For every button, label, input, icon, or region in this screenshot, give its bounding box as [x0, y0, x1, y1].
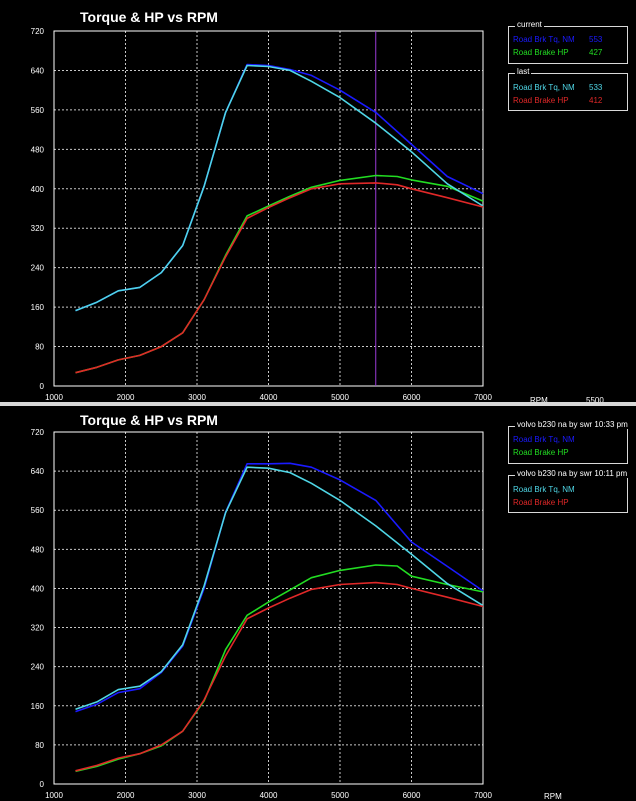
legend-entry-label: Road Brk Tq, NM	[513, 435, 575, 444]
legend-group-title: current	[515, 20, 544, 29]
y-tick-label: 720	[31, 27, 45, 36]
chart-title: Torque & HP vs RPM	[80, 412, 218, 428]
series-line	[75, 564, 484, 773]
y-tick-label: 640	[31, 467, 45, 476]
series-line	[75, 182, 484, 374]
x-tick-label: 7000	[474, 791, 492, 800]
series-line	[75, 581, 484, 772]
chart-bottom: Torque & HP vs RPM 0 80 160 240 320 400 480 560 6…	[31, 412, 493, 800]
legend-group-run-1033: volvo b230 na by swr 10:33 pm Road Brk T…	[508, 420, 630, 464]
legend-entry-value: 412	[589, 96, 603, 105]
legend-entry-label: Road Brk Tq, NM	[513, 83, 575, 92]
legend-entry-value: 553	[589, 35, 603, 44]
x-tick-label: 5000	[331, 791, 349, 800]
x-axis-label: RPM	[530, 396, 548, 405]
x-tick-label: 7000	[474, 393, 492, 402]
y-tick-label: 480	[31, 145, 45, 154]
cursor-rpm-readout: 5500	[586, 396, 604, 405]
plot-frame	[53, 30, 484, 387]
series-line	[75, 64, 484, 312]
legend-group-title: last	[515, 67, 532, 76]
y-tick-label: 0	[40, 382, 45, 391]
y-tick-label: 720	[31, 428, 45, 437]
legend-group-last: last Road Brk Tq, NM 533 Road Brake HP 4…	[508, 67, 628, 111]
plot-frame	[53, 431, 484, 785]
legend-group-current: current Road Brk Tq, NM 553 Road Brake H…	[508, 20, 628, 64]
chart-panel-top: Torque & HP vs RPM 0 80 160 240 320 400 480 560 6…	[30, 9, 628, 405]
x-tick-label: 6000	[403, 791, 421, 800]
legend-group-run-1011: volvo b230 na by swr 10:11 pm Road Brk T…	[508, 469, 630, 513]
y-tick-label: 640	[31, 66, 45, 75]
legend-entry-label: Road Brk Tq, NM	[513, 35, 575, 44]
legend-group-title: volvo b230 na by swr 10:11 pm	[515, 469, 630, 478]
y-tick-label: 320	[31, 624, 45, 633]
y-tick-label: 240	[31, 264, 45, 273]
x-tick-label: 2000	[117, 791, 135, 800]
legend-group-title: volvo b230 na by swr 10:33 pm	[515, 420, 630, 429]
y-tick-label: 0	[40, 780, 45, 789]
x-tick-label: 4000	[260, 393, 278, 402]
x-tick-label: 5000	[331, 393, 349, 402]
y-tick-label: 240	[31, 663, 45, 672]
y-tick-label: 400	[31, 584, 45, 593]
series-line	[75, 462, 484, 713]
legend-entry-label: Road Brake HP	[513, 448, 569, 457]
x-tick-label: 2000	[117, 393, 135, 402]
legend-entry-label: Road Brk Tq, NM	[513, 485, 575, 494]
legend-entry-label: Road Brake HP	[513, 498, 569, 507]
x-tick-label: 1000	[45, 393, 63, 402]
chart-panel-bottom: Torque & HP vs RPM 0 80 160 240 320 400 480 560 6…	[0, 406, 636, 801]
x-axis-label: RPM	[544, 792, 562, 801]
legend-entry-value: 533	[589, 83, 603, 92]
y-tick-label: 160	[31, 303, 45, 312]
y-tick-label: 480	[31, 545, 45, 554]
x-tick-label: 1000	[45, 791, 63, 800]
series-line	[75, 63, 484, 312]
x-tick-label: 3000	[188, 791, 206, 800]
chart-top: Torque & HP vs RPM 0 80 160 240 320 400 480 560 6…	[31, 9, 493, 402]
series-line	[75, 466, 484, 710]
y-tick-label: 320	[31, 224, 45, 233]
x-tick-label: 4000	[260, 791, 278, 800]
y-tick-label: 400	[31, 185, 45, 194]
legend-entry-label: Road Brake HP	[513, 48, 569, 57]
y-tick-label: 560	[31, 506, 45, 515]
y-tick-label: 160	[31, 702, 45, 711]
legend-entry-label: Road Brake HP	[513, 96, 569, 105]
chart-title: Torque & HP vs RPM	[80, 9, 218, 25]
x-tick-label: 6000	[403, 393, 421, 402]
y-tick-label: 560	[31, 106, 45, 115]
x-tick-label: 3000	[188, 393, 206, 402]
panel-divider	[0, 402, 636, 408]
y-tick-label: 80	[35, 343, 44, 352]
y-tick-label: 80	[35, 741, 44, 750]
series-line	[75, 174, 484, 374]
legend-entry-value: 427	[589, 48, 603, 57]
